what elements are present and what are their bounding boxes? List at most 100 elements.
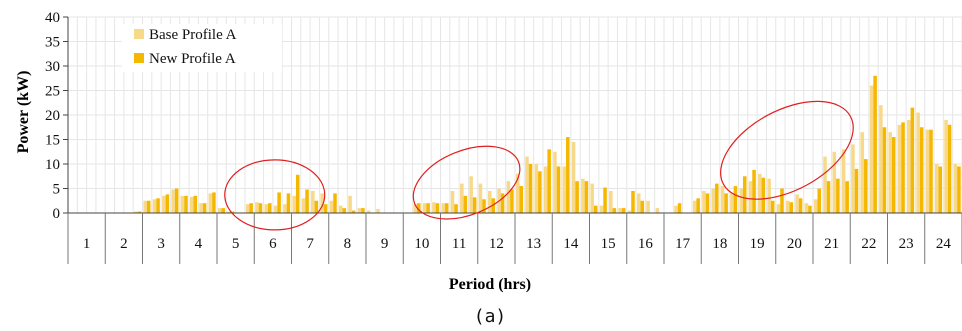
bar-base-profile — [413, 204, 418, 213]
bar-new-profile — [538, 171, 542, 213]
bar-base-profile — [869, 85, 874, 213]
bar-base-profile — [227, 211, 231, 213]
bar-base-profile — [627, 210, 632, 213]
bar-base-profile — [860, 132, 865, 213]
bar-new-profile — [789, 202, 794, 213]
bar-new-profile — [258, 203, 263, 213]
bar-base-profile — [366, 210, 371, 213]
bar-base-profile — [599, 205, 604, 213]
bar-new-profile — [612, 208, 617, 213]
bar-new-profile — [705, 193, 710, 213]
bar-base-profile — [515, 173, 520, 213]
legend: Base Profile A New Profile A — [122, 24, 282, 72]
x-tick-labels: 1 2 3 4 5 6 7 8 9 10 11 12 13 14 15 16 17 18 19 20 21 22 23 24 — [83, 236, 952, 252]
bar-new-profile — [715, 183, 719, 213]
bar-base-profile — [897, 124, 902, 213]
bar-new-profile — [556, 166, 561, 213]
bar-base-profile — [189, 196, 194, 213]
bar-base-profile — [283, 204, 287, 213]
bar-base-profile — [767, 178, 771, 213]
bar-new-profile — [724, 193, 728, 213]
bar-base-profile — [217, 208, 222, 213]
bar-new-profile — [808, 205, 812, 213]
bar-base-profile — [301, 198, 306, 213]
x-tick-label: 19 — [750, 236, 765, 252]
bar-base-profile — [171, 189, 175, 213]
bar-base-profile — [925, 129, 930, 213]
x-tick-label: 9 — [381, 236, 389, 252]
bar-base-profile — [571, 141, 576, 213]
bar-new-profile — [510, 189, 514, 213]
bar-base-profile — [739, 188, 743, 213]
bar-base-profile — [320, 193, 324, 213]
bar-base-profile — [432, 202, 436, 213]
bar-base-profile — [348, 195, 352, 213]
bar-base-profile — [180, 195, 185, 213]
bar-base-profile — [795, 194, 799, 213]
bar-new-profile — [621, 208, 626, 213]
bar-new-profile — [938, 166, 943, 213]
bar-new-profile — [826, 181, 831, 213]
bar-new-profile — [500, 193, 505, 213]
bar-base-profile — [162, 195, 166, 213]
bar-base-profile — [953, 164, 958, 213]
bar-base-profile — [711, 188, 716, 213]
x-tick-label: 2 — [120, 236, 128, 252]
bar-new-profile — [314, 200, 319, 213]
bar-new-profile — [752, 169, 756, 213]
y-tick-label: 15 — [45, 133, 60, 149]
bar-new-profile — [864, 159, 868, 213]
x-tick-label: 14 — [563, 236, 579, 252]
bar-base-profile — [879, 105, 883, 213]
bar-base-profile — [832, 151, 837, 213]
bar-new-profile — [836, 178, 840, 213]
bar-new-profile — [566, 137, 570, 213]
bar-new-profile — [780, 188, 784, 213]
bar-new-profile — [249, 203, 253, 213]
bar-base-profile — [804, 203, 809, 213]
x-tick-label: 18 — [712, 236, 727, 252]
x-tick-label: 20 — [787, 236, 802, 252]
bar-new-profile — [798, 198, 803, 213]
axes — [63, 16, 962, 264]
bar-base-profile — [888, 132, 892, 213]
x-tick-label: 15 — [601, 236, 616, 252]
bar-new-profile — [295, 174, 300, 213]
bar-new-profile — [361, 208, 365, 213]
bar-base-profile — [553, 151, 557, 213]
legend-swatch-new — [134, 53, 144, 63]
bar-base-profile — [422, 203, 427, 213]
bar-base-profile — [841, 149, 846, 213]
bar-base-profile — [702, 190, 706, 213]
bar-base-profile — [636, 193, 641, 213]
bar-new-profile — [593, 205, 598, 213]
bar-new-profile — [770, 200, 775, 213]
bar-base-profile — [720, 186, 725, 213]
bar-base-profile — [357, 208, 362, 213]
bar-base-profile — [916, 112, 920, 213]
bar-base-profile — [376, 209, 380, 213]
bar-base-profile — [264, 204, 269, 213]
bar-base-profile — [590, 183, 594, 213]
bar-base-profile — [450, 190, 455, 213]
bar-base-profile — [292, 195, 296, 213]
bar-base-profile — [823, 156, 827, 213]
x-tick-label: 4 — [195, 236, 203, 252]
bar-base-profile — [646, 200, 650, 213]
x-tick-label: 12 — [489, 236, 504, 252]
bar-new-profile — [873, 75, 877, 213]
bar-new-profile — [491, 198, 496, 213]
y-tick-label: 30 — [45, 59, 60, 75]
x-tick-label: 10 — [414, 236, 429, 252]
bar-base-profile — [245, 204, 250, 213]
bar-base-profile — [273, 205, 278, 213]
bar-new-profile — [286, 193, 291, 213]
highlight-ellipse — [720, 100, 854, 200]
bar-base-profile — [478, 183, 483, 213]
bar-base-profile — [469, 176, 473, 213]
y-tick-label: 5 — [53, 182, 61, 198]
bar-new-profile — [640, 200, 645, 213]
bar-base-profile — [152, 199, 157, 213]
bar-new-profile — [677, 203, 682, 213]
